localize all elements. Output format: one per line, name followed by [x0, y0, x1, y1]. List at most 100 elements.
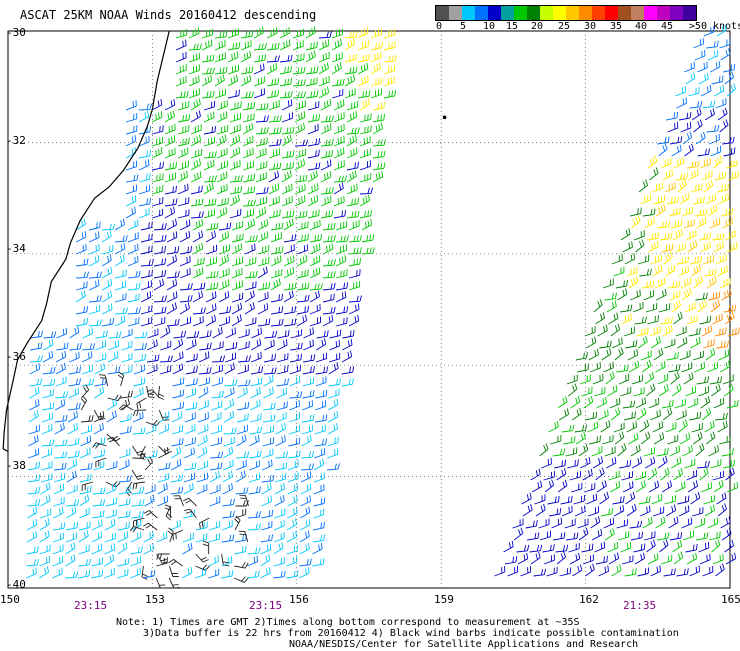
wind-barb	[251, 338, 262, 351]
wind-barb	[88, 271, 102, 279]
wind-barb	[727, 171, 739, 181]
wind-barb	[279, 27, 291, 39]
wind-barb	[565, 447, 578, 457]
wind-barb	[651, 182, 663, 193]
wind-barb	[305, 90, 319, 99]
wind-barb	[292, 66, 306, 75]
wind-barb	[667, 280, 681, 289]
wind-barb	[344, 38, 355, 51]
wind-barb	[125, 184, 137, 195]
wind-barb	[614, 431, 625, 445]
wind-barb	[138, 173, 151, 183]
colorbar-swatch	[475, 6, 488, 20]
wind-barb	[81, 351, 93, 363]
wind-barb	[146, 389, 160, 399]
wind-barb	[525, 520, 538, 529]
wind-barb	[268, 138, 282, 147]
wind-barb	[331, 28, 343, 39]
wind-barb	[40, 494, 51, 507]
wind-barb	[101, 318, 115, 327]
wind-barb	[715, 412, 728, 421]
wind-barb	[672, 383, 682, 397]
wind-barb	[710, 458, 722, 469]
wind-barb	[709, 60, 721, 73]
wind-barb	[296, 305, 309, 315]
wind-barb	[680, 277, 692, 289]
wind-barb	[221, 534, 235, 543]
wind-barb	[138, 149, 151, 159]
wind-barb	[75, 243, 87, 255]
wind-barb	[201, 67, 216, 75]
wind-barb	[698, 232, 712, 241]
wind-barb	[53, 472, 66, 483]
wind-barb	[158, 409, 170, 421]
wind-barb	[68, 366, 82, 375]
wind-barb	[201, 74, 213, 87]
wind-barb	[53, 507, 64, 519]
wind-barb	[631, 215, 641, 229]
wind-barb	[164, 504, 172, 519]
wind-barb	[582, 468, 593, 481]
wind-barb	[101, 278, 113, 291]
wind-barb	[237, 379, 251, 387]
wind-barb	[361, 234, 375, 243]
wind-barb	[677, 495, 690, 505]
wind-barb	[153, 258, 167, 267]
lat-label: -34	[6, 242, 26, 255]
wind-barb	[140, 280, 152, 291]
wind-barb	[255, 115, 269, 123]
wind-barb	[647, 467, 658, 481]
wind-barb	[322, 235, 336, 243]
wind-barb	[260, 543, 272, 555]
wind-barb	[101, 303, 113, 315]
wind-barb	[209, 470, 220, 483]
wind-barb	[65, 554, 76, 567]
wind-barb	[570, 395, 581, 409]
wind-barb	[214, 39, 226, 51]
wind-barb	[721, 527, 732, 541]
wind-barb	[307, 209, 320, 219]
wind-barb	[296, 221, 309, 231]
wind-barb	[114, 280, 127, 291]
wind-barb	[313, 484, 325, 495]
wind-barb	[344, 74, 356, 87]
wind-barb	[725, 467, 735, 481]
wind-barb	[348, 219, 360, 231]
wind-barb	[724, 539, 735, 553]
wind-barb	[270, 246, 284, 255]
wind-barb	[192, 267, 204, 279]
wind-barb	[617, 288, 628, 301]
wind-barb	[28, 434, 39, 447]
wind-barb	[305, 26, 316, 39]
wind-barb	[530, 551, 541, 565]
wind-barb	[239, 494, 249, 507]
wind-barb	[55, 362, 66, 375]
wind-barb	[160, 326, 171, 339]
note-line-1: Note: 1) Times are GMT 2)Times along bot…	[116, 617, 580, 628]
wind-barb	[234, 534, 248, 543]
wind-barb	[242, 208, 255, 219]
wind-barb	[716, 340, 729, 349]
wind-barb	[92, 487, 106, 495]
wind-barb	[133, 409, 147, 417]
wind-barb	[636, 327, 649, 337]
wind-barb	[95, 340, 107, 351]
pass-time: 21:35	[623, 599, 657, 612]
wind-barb	[101, 290, 113, 303]
wind-barb	[67, 423, 78, 435]
wind-barb	[236, 424, 248, 435]
wind-barb	[91, 543, 103, 555]
wind-barb	[190, 124, 202, 135]
wind-barb	[603, 517, 615, 529]
wind-barb	[274, 473, 287, 483]
wind-barb	[80, 424, 92, 435]
wind-barb	[185, 402, 198, 411]
wind-barb	[333, 123, 345, 135]
wind-barb	[666, 111, 679, 121]
wind-barb	[196, 460, 209, 471]
wind-barb	[652, 506, 665, 517]
wind-barb	[661, 243, 674, 253]
wind-barb	[581, 386, 593, 397]
wind-barb	[703, 179, 714, 193]
wind-barb	[177, 170, 189, 183]
